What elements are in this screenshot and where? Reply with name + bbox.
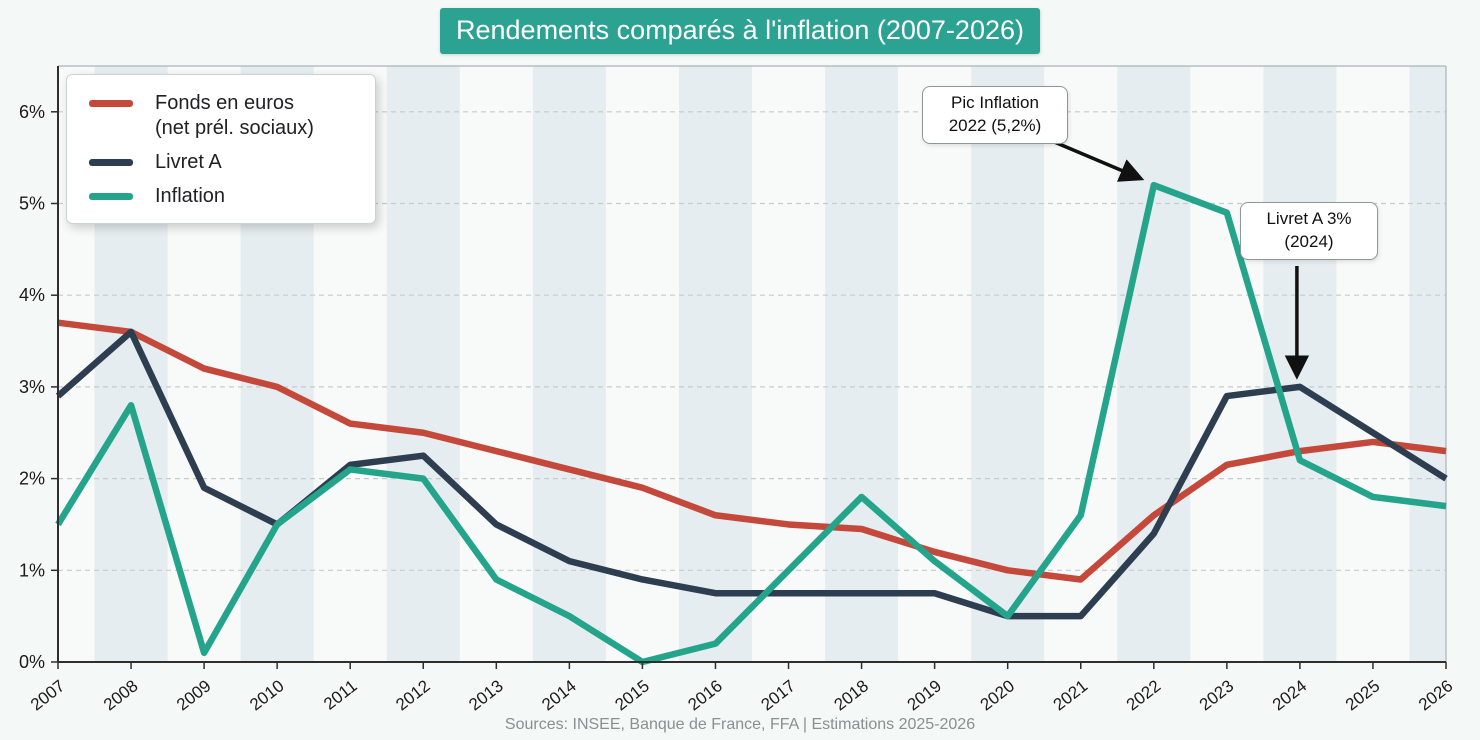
legend-label-inflation: Inflation <box>155 185 226 207</box>
x-tick-label: 2017 <box>757 676 799 714</box>
legend-item-inflation: Inflation <box>89 184 357 209</box>
background-stripe <box>532 66 606 662</box>
y-tick-label: 0% <box>19 652 45 672</box>
x-tick-label: 2012 <box>392 676 434 714</box>
x-tick-label: 2008 <box>100 676 142 714</box>
x-tick-label: 2015 <box>611 676 653 714</box>
x-tick-label: 2021 <box>1050 676 1092 714</box>
x-tick-label: 2020 <box>977 676 1019 714</box>
y-tick-label: 5% <box>19 194 45 214</box>
x-tick-label: 2009 <box>173 676 215 714</box>
x-tick-label: 2007 <box>27 676 69 714</box>
x-tick-label: 2016 <box>684 676 726 714</box>
x-tick-label: 2022 <box>1123 676 1165 714</box>
x-tick-label: 2026 <box>1415 676 1457 714</box>
series-line-fonds-en-euros-net-pr-l-sociaux- <box>57 319 1447 583</box>
legend-swatch-fonds-euros-icon <box>89 100 133 107</box>
background-stripe <box>678 66 752 662</box>
legend-label-livret-a: Livret A <box>155 151 222 173</box>
y-tick-label: 1% <box>19 560 45 580</box>
legend-swatch-livret-a-icon <box>89 159 133 166</box>
x-tick-label: 2010 <box>246 676 288 714</box>
legend-swatch-inflation-icon <box>89 193 133 200</box>
background-stripe <box>386 66 460 662</box>
legend-item-livret-a: Livret A <box>89 150 357 175</box>
series-line-inflation <box>55 181 1447 666</box>
x-tick-label: 2011 <box>320 676 361 713</box>
x-tick-label: 2014 <box>538 676 580 714</box>
x-tick-label: 2024 <box>1269 676 1311 714</box>
chart-title: Rendements comparés à l'inflation (2007-… <box>440 8 1040 54</box>
y-tick-label: 2% <box>19 469 45 489</box>
x-tick-label: 2013 <box>465 676 507 714</box>
legend-label-fonds-euros: Fonds en euros (net prél. sociaux) <box>155 92 314 139</box>
annotation-livret-a-3pc: Livret A 3% (2024) <box>1240 202 1378 260</box>
x-tick-label: 2025 <box>1342 676 1384 714</box>
legend: Fonds en euros (net prél. sociaux) Livre… <box>66 74 376 224</box>
x-tick-label: 2018 <box>831 676 873 714</box>
y-tick-label: 3% <box>19 377 45 397</box>
annotation-arrow-pic-inflation <box>1051 139 1145 182</box>
background-stripe <box>1117 66 1191 662</box>
source-note: Sources: INSEE, Banque de France, FFA | … <box>504 716 976 733</box>
background-stripe <box>825 66 899 662</box>
x-tick-label: 2019 <box>904 676 946 714</box>
annotation-pic-inflation: Pic Inflation 2022 (5,2%) <box>922 86 1068 144</box>
x-tick-label: 2023 <box>1196 676 1238 714</box>
legend-item-fonds-euros: Fonds en euros (net prél. sociaux) <box>89 91 357 141</box>
y-tick-label: 4% <box>19 285 45 305</box>
y-tick-label: 6% <box>19 102 45 122</box>
background-stripe <box>1409 66 1446 662</box>
